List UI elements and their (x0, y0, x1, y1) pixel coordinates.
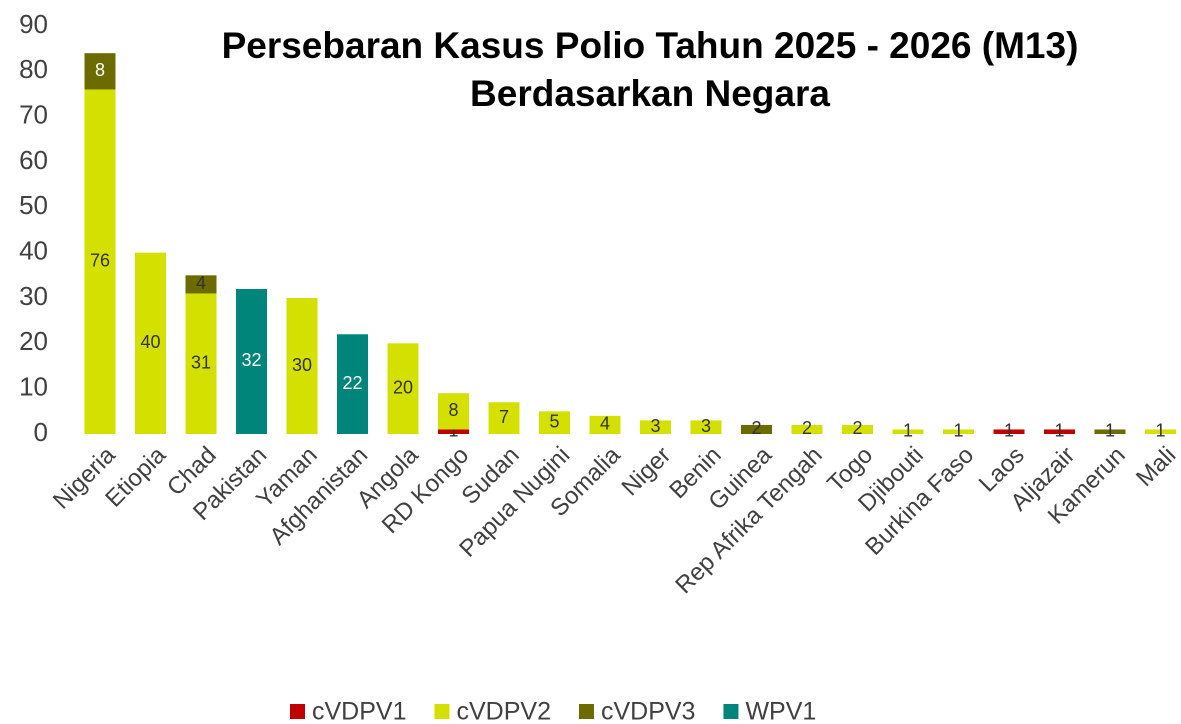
legend-label: WPV1 (745, 698, 816, 724)
bar-segment (791, 424, 823, 434)
chart-title: Berdasarkan Negara (470, 73, 830, 114)
bar-segment (640, 420, 671, 434)
bar-segment (135, 252, 166, 434)
legend-swatch (290, 704, 305, 719)
data-label: 31 (191, 352, 211, 372)
legend-swatch (578, 704, 594, 719)
data-label: 3 (701, 416, 711, 436)
bar-segment (892, 429, 924, 434)
data-label: 1 (1004, 420, 1014, 440)
data-label: 1 (903, 420, 913, 440)
legend-swatch (723, 704, 739, 719)
bar-segment (488, 402, 520, 434)
data-label: 1 (1155, 420, 1165, 440)
legend-label: cVDPV1 (312, 698, 406, 724)
bar-segment (589, 415, 621, 434)
data-label: 1 (1105, 420, 1115, 440)
y-tick-label: 0 (34, 417, 48, 447)
bar-segment (286, 298, 318, 434)
y-tick-label: 20 (19, 326, 48, 356)
data-label: 3 (650, 416, 660, 436)
bar-segment (690, 420, 722, 434)
y-tick-label: 60 (19, 145, 48, 175)
x-tick-label: Mali (1131, 442, 1181, 492)
bar-segment (236, 288, 267, 434)
y-tick-label: 10 (19, 372, 48, 402)
bar-segment (993, 429, 1025, 434)
data-label: 1 (448, 420, 458, 440)
data-label: 1 (953, 420, 963, 440)
y-tick-label: 50 (19, 190, 48, 220)
data-label: 76 (90, 250, 110, 270)
data-label: 32 (241, 350, 261, 370)
chart-title: Persebaran Kasus Polio Tahun 2025 - 2026… (222, 25, 1079, 66)
y-tick-label: 30 (19, 281, 48, 311)
bar-segment (1145, 429, 1176, 434)
bar-segment (741, 424, 772, 434)
bar-segment (185, 293, 217, 434)
data-label: 1 (1054, 420, 1064, 440)
bar-segment (387, 343, 419, 434)
legend-label: cVDPV2 (456, 698, 550, 724)
bar-segment (337, 334, 368, 434)
y-tick-label: 90 (19, 9, 48, 39)
data-label: 7 (499, 407, 509, 427)
data-label: 2 (852, 418, 862, 438)
bar-segment (943, 429, 974, 434)
data-label: 30 (292, 355, 312, 375)
data-label: 20 (393, 377, 413, 397)
data-label: 2 (751, 418, 761, 438)
data-label: 8 (448, 400, 458, 420)
data-label: 40 (140, 332, 160, 352)
data-label: 8 (95, 60, 105, 80)
data-label: 4 (196, 273, 206, 293)
legend-swatch (434, 704, 450, 719)
data-label: 5 (549, 411, 559, 431)
bar-segment (1094, 429, 1126, 434)
bar-segment (1044, 429, 1075, 434)
bar-segment (539, 411, 570, 434)
y-tick-label: 80 (19, 54, 48, 84)
y-tick-label: 70 (19, 100, 48, 130)
bar-segment (438, 429, 469, 434)
bar-segment (84, 53, 116, 90)
y-tick-label: 40 (19, 236, 48, 266)
data-label: 22 (342, 373, 362, 393)
bar-segment (84, 89, 116, 434)
data-label: 2 (802, 418, 812, 438)
data-label: 4 (600, 414, 610, 434)
bar-segment (842, 424, 873, 434)
legend-label: cVDPV3 (601, 698, 695, 724)
x-tick-label: Niger (617, 442, 677, 502)
bar-segment (438, 393, 469, 430)
bar-segment (185, 275, 217, 294)
